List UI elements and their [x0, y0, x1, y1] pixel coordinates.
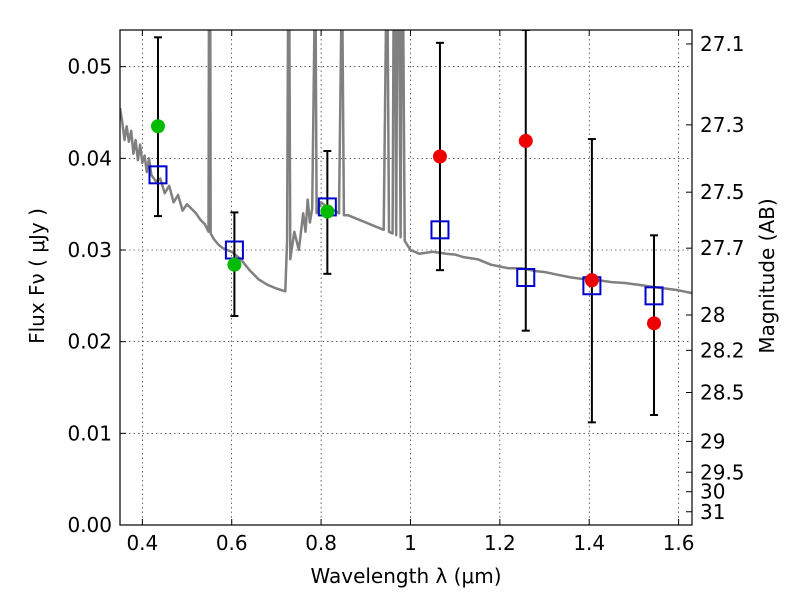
- mag-tick-label: 30: [700, 480, 725, 504]
- mag-tick-label: 28: [700, 303, 725, 327]
- mag-tick-label: 31: [700, 500, 725, 524]
- right-axis-label: Magnitude (AB): [755, 198, 779, 353]
- model-square-marker: [430, 220, 450, 240]
- y-tick-label: 0.02: [67, 330, 112, 354]
- error-bars: [153, 30, 659, 424]
- x-tick-label: 0.6: [216, 531, 248, 555]
- mag-tick-label: 27.7: [700, 236, 745, 260]
- x-tick-label: 0.4: [126, 531, 158, 555]
- data-markers: [148, 119, 664, 331]
- model-square-marker: [644, 286, 664, 306]
- plot-frame: [119, 29, 693, 526]
- y-tick-label: 0.01: [67, 421, 112, 445]
- mag-tick-label: 28.5: [700, 381, 745, 405]
- red-dot-marker: [584, 273, 599, 288]
- mag-tick-label: 29.5: [700, 460, 745, 484]
- y-tick-label: 0.03: [67, 238, 112, 262]
- green-dot-marker: [227, 257, 242, 272]
- grid: [120, 30, 692, 526]
- x-tick-label: 1.4: [573, 531, 605, 555]
- y-tick-label: 0.05: [67, 55, 112, 79]
- mag-tick-label: 27.1: [700, 32, 745, 56]
- model-square-marker: [148, 165, 168, 185]
- model-square-marker: [516, 268, 536, 287]
- green-dot-marker: [150, 119, 165, 134]
- mag-tick-label: 29: [700, 429, 725, 453]
- mag-tick-label: 27.5: [700, 180, 745, 204]
- x-tick-label: 1: [404, 531, 417, 555]
- mag-tick-label: 27.3: [700, 113, 745, 137]
- green-dot-marker: [320, 204, 335, 219]
- red-dot-marker: [432, 149, 447, 164]
- spectrum-layer: [120, 30, 692, 295]
- mag-tick-label: 28.2: [700, 338, 745, 362]
- red-dot-marker: [647, 316, 662, 331]
- x-axis-label: Wavelength λ (μm): [310, 564, 501, 588]
- x-tick-label: 1.2: [484, 531, 516, 555]
- sed-spectrum-line: [120, 30, 692, 295]
- y-tick-label: 0.00: [67, 513, 112, 537]
- axis-ticks: 0.4 0.6 0.8 1 1.2 1.4 1.6 0.00 0.01 0.02 0.03 0.04 0…: [67, 30, 745, 555]
- x-tick-label: 0.8: [305, 531, 337, 555]
- y-tick-label: 0.04: [67, 146, 112, 170]
- red-dot-marker: [518, 133, 533, 148]
- y-axis-label: Flux Fν ( μJy ): [25, 208, 49, 344]
- x-tick-label: 1.6: [663, 531, 695, 555]
